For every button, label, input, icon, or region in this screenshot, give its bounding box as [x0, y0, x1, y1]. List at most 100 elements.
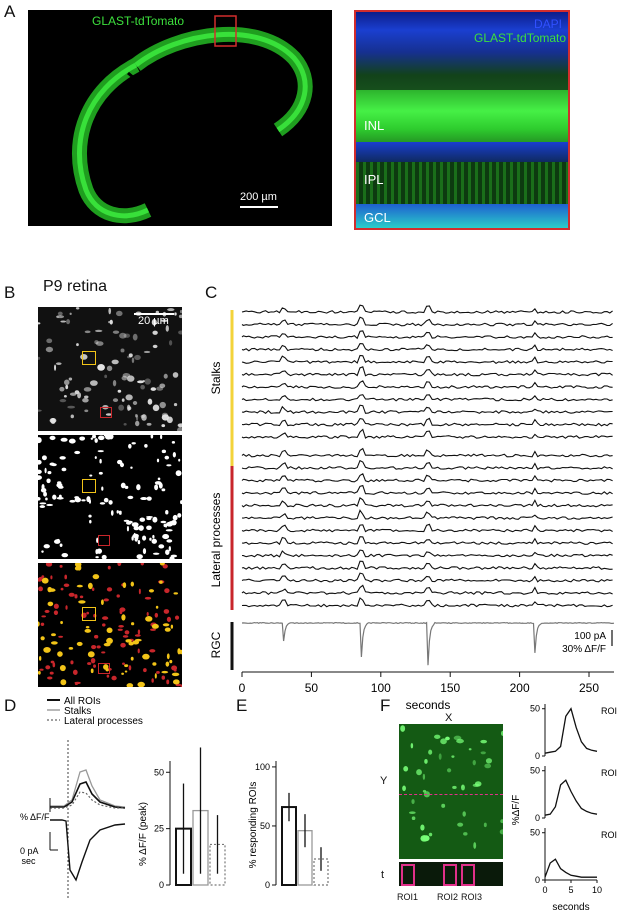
- retina-arc-drawing: [71, 15, 313, 224]
- calcium-trace: [241, 523, 613, 533]
- trace-xlabel: seconds: [552, 902, 589, 913]
- calcium-trace: [241, 330, 613, 340]
- x-tick-label: 200: [510, 681, 530, 695]
- layer-gcl: GCL: [364, 210, 391, 225]
- roi-box-lateral-2: [98, 535, 110, 546]
- bar-ylabel-d: % ΔF/F (peak): [138, 802, 149, 866]
- x-tick-label: 50: [305, 681, 319, 695]
- panel-d-figure: All ROIs Stalks Lateral processes 10% ΔF…: [20, 696, 226, 900]
- calcium-trace: [241, 497, 613, 508]
- calcium-trace: [241, 597, 613, 608]
- x-tick-label: 0: [239, 681, 246, 695]
- lateral-label: Lateral processes: [209, 493, 223, 588]
- x-tick-label: 150: [440, 681, 460, 695]
- y-tick-label: 50: [154, 767, 164, 777]
- retina-whole-mount-image: GLAST-tdTomato 200 µm: [28, 10, 332, 226]
- calcium-trace: [241, 509, 613, 521]
- calcium-trace: [241, 447, 613, 458]
- calcium-trace: [241, 417, 613, 427]
- roi-trace: [544, 707, 598, 754]
- calcium-image-classified: [38, 563, 182, 687]
- time-axis-label: seconds: [406, 698, 451, 712]
- axis-t-label: t: [381, 869, 385, 881]
- calcium-trace: [241, 536, 613, 546]
- x-tick-label: 250: [579, 681, 599, 695]
- glast-label-section: GLAST-tdTomato: [474, 31, 567, 45]
- calcium-trace: [241, 459, 613, 471]
- roi3-label: ROI3: [461, 892, 483, 902]
- layer-ipl: IPL: [364, 172, 384, 187]
- scale-df-text: 30% ΔF/F: [562, 644, 606, 655]
- axis-y-label: Y: [380, 775, 388, 787]
- avg-trace-stalks: [50, 769, 126, 808]
- retina-section-image: DAPI GLAST-tdTomato INL IPL GCL: [354, 10, 570, 230]
- roi3-box: [461, 864, 475, 886]
- roi-trace-label: ROI2: [601, 768, 617, 778]
- stalks-label: Stalks: [209, 362, 223, 395]
- trace-y-tick-label: 0: [535, 875, 540, 885]
- roi2-box: [443, 864, 457, 886]
- roi-trace: [544, 779, 598, 816]
- roi-box-lateral: [100, 407, 112, 418]
- trace-ylabel: %ΔF/F: [511, 795, 522, 826]
- avg-current-trace: [50, 819, 126, 882]
- calcium-trace: [241, 404, 613, 414]
- calcium-trace: [241, 572, 613, 583]
- trace-y-tick-label: 0: [535, 751, 540, 761]
- y-tick-label: 25: [154, 824, 164, 834]
- roi2-label: ROI2: [437, 892, 459, 902]
- calcium-image-raw: 20 µm: [38, 307, 182, 431]
- kymograph-image: [399, 862, 503, 886]
- calcium-trace: [241, 380, 613, 389]
- rgc-current-trace: [241, 621, 615, 666]
- calcium-trace: [241, 316, 613, 327]
- roi-box-stalk-3: [82, 607, 96, 621]
- scale-f-text: 10% ΔF/F: [20, 812, 50, 822]
- calcium-trace: [241, 366, 613, 377]
- axis-x-label: X: [445, 712, 453, 724]
- scale-pa-text: 100 pA: [574, 631, 606, 642]
- calcium-trace: [241, 584, 613, 596]
- scalebar-line-b: [134, 313, 174, 315]
- panel-e-figure: % responding ROIs 0 50 100: [248, 761, 329, 890]
- linescan-line: [399, 794, 503, 795]
- legend-lateral: Lateral processes: [64, 716, 143, 727]
- roi-trace: [544, 858, 597, 878]
- trace-y-tick-label: 50: [530, 828, 540, 838]
- calcium-trace: [241, 560, 613, 571]
- calcium-trace: [241, 484, 613, 495]
- panel-b-title: P9 retina: [43, 278, 108, 295]
- calcium-trace: [241, 428, 613, 439]
- avg-trace-lateral: [50, 791, 125, 809]
- linescan-image: [399, 724, 503, 859]
- roi-box-stalk-2: [82, 479, 96, 493]
- roi-traces-chart: %ΔF/F 0 50 ROI1 0 50 ROI2 0 50 ROI3 0 5 10 seconds: [511, 704, 617, 913]
- zoom-box: [214, 15, 237, 47]
- roi-box-lateral-3: [98, 663, 110, 674]
- y-tick-label: 100: [255, 762, 270, 772]
- avg-trace-all: [50, 781, 126, 809]
- legend-all: All ROIs: [64, 696, 101, 707]
- scale-pa-text: 100 pA: [20, 846, 39, 856]
- bar-ylabel-e: % responding ROIs: [248, 782, 259, 869]
- scalebar-text-b: 20 µm: [138, 315, 169, 327]
- panel-label-c: C: [205, 283, 218, 302]
- trace-y-tick-label: 50: [530, 704, 540, 714]
- calcium-trace: [241, 354, 613, 364]
- trace-x-tick-label: 10: [592, 885, 602, 895]
- trace-y-tick-label: 50: [530, 766, 540, 776]
- y-tick-label: 0: [265, 880, 270, 890]
- roi-trace-label: ROI1: [601, 706, 617, 716]
- glast-label: GLAST-tdTomato: [92, 14, 185, 28]
- calcium-trace: [241, 473, 613, 483]
- panel-label-e: E: [236, 696, 248, 715]
- panel-label-a: A: [4, 2, 16, 21]
- roi-box-stalk: [82, 351, 96, 365]
- calcium-traces-chart: Stalks Lateral processes RGC 100 pA 30% …: [209, 304, 615, 670]
- calcium-trace: [241, 304, 613, 314]
- roi1-box: [401, 864, 415, 886]
- dapi-label: DAPI: [534, 17, 563, 31]
- legend-stalks: Stalks: [64, 706, 91, 717]
- roi1-label: ROI1: [397, 892, 419, 902]
- trace-y-tick-label: 0: [535, 813, 540, 823]
